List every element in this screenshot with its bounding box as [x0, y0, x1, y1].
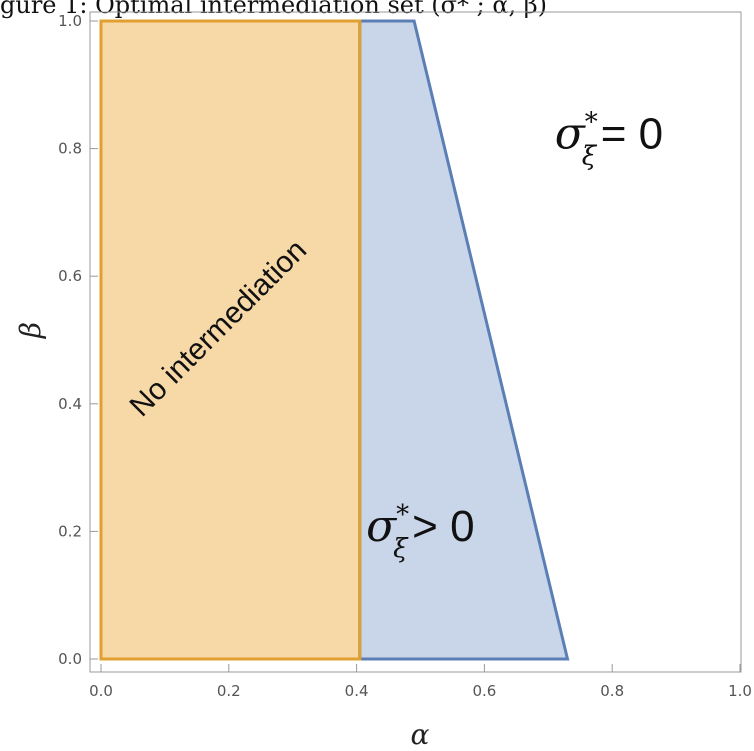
sigma-annotation-1: σ * ξ > 0	[366, 500, 474, 564]
axis-frame	[89, 11, 742, 673]
sigma-symbol: σ	[555, 109, 587, 160]
sigma-superscript: *	[396, 500, 409, 530]
y-tick-label: 0.8	[58, 140, 82, 158]
plot-area	[99, 19, 570, 661]
y-axis-title: β	[14, 322, 47, 339]
sigma-superscript: *	[585, 108, 598, 138]
x-tick-label: 0.4	[345, 682, 369, 700]
x-tick-label: 0.8	[600, 682, 624, 700]
sigma-subscript: ξ	[393, 534, 409, 564]
y-tick-label: 0.4	[58, 395, 82, 413]
sigma-annotation-0: σ * ξ = 0	[555, 108, 663, 172]
y-tick-label: 1.0	[58, 12, 82, 30]
region-0	[99, 19, 362, 661]
y-tick-label: 0.6	[58, 267, 82, 285]
region-0-outline	[99, 19, 362, 661]
sigma-symbol: σ	[366, 501, 398, 552]
y-tick-label: 0.2	[58, 522, 82, 540]
x-tick-label: 1.0	[728, 682, 752, 700]
sigma-subscript: ξ	[582, 142, 598, 172]
sigma-relation: = 0	[601, 110, 663, 159]
x-tick-label: 0.0	[89, 682, 113, 700]
x-tick-label: 0.6	[472, 682, 496, 700]
sigma-relation: > 0	[412, 502, 474, 551]
figure-caption: gure 1: Optimal intermediation set (σ* ;…	[0, 0, 547, 19]
region-1	[358, 19, 570, 661]
x-tick-label: 0.2	[217, 682, 241, 700]
axes: 0.0 0.2 0.4 0.6 0.8 1.0 0.0 0.2 0.4 0.6 0.8 1.0 α β	[14, 11, 752, 751]
y-tick-label: 0.0	[58, 650, 82, 668]
x-axis-title: α	[411, 718, 430, 751]
